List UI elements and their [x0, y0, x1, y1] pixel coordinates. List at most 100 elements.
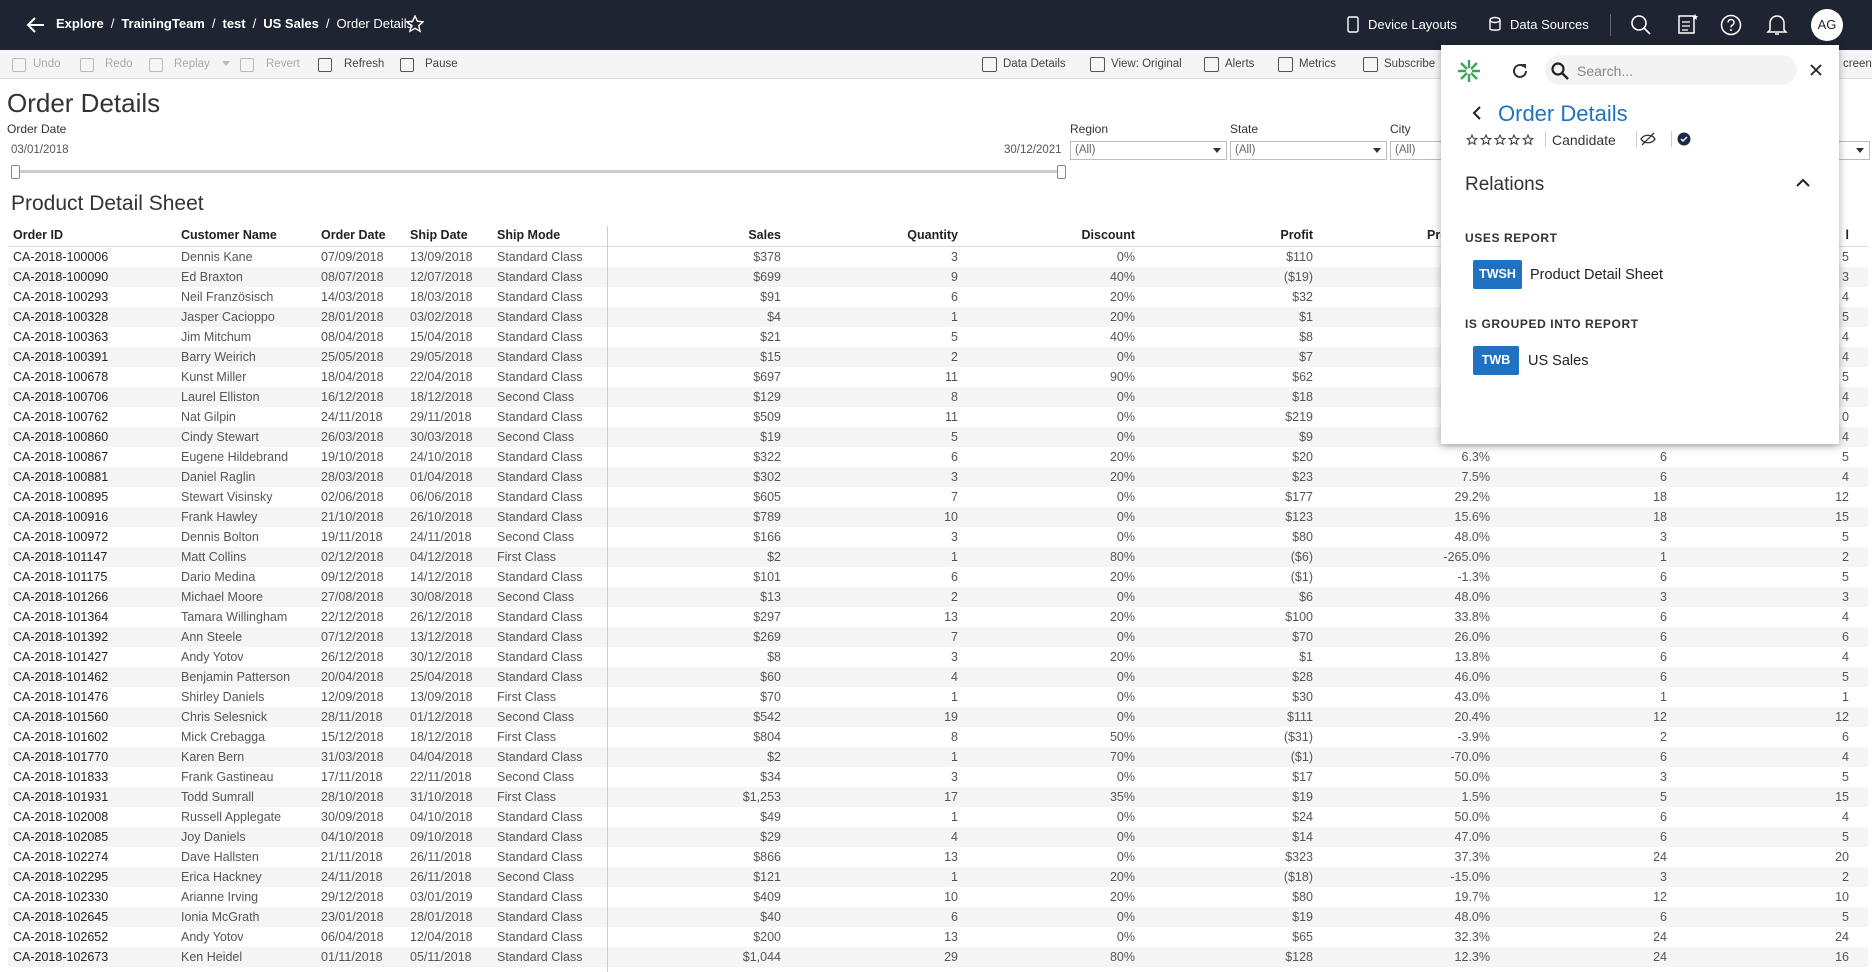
table-cell: 0% [1116, 930, 1135, 944]
table-cell: 3 [951, 250, 958, 264]
table-cell: 35% [1109, 790, 1135, 804]
toolbar-button[interactable]: Metrics [1299, 58, 1337, 70]
rating-stars[interactable] [1466, 134, 1536, 147]
table-cell: CA-2018-100895 [13, 490, 109, 504]
table-cell: 08/07/2018 [321, 270, 384, 284]
table-cell: 18/04/2018 [321, 370, 384, 384]
toolbar-icon[interactable] [1090, 57, 1105, 72]
column-header[interactable]: Quantity [907, 228, 958, 242]
toolbar-button[interactable]: Refresh [344, 58, 385, 70]
back-chevron[interactable] [1471, 105, 1483, 121]
column-header[interactable]: Order Date [321, 228, 386, 242]
table-cell: 7 [951, 630, 958, 644]
toolbar-button[interactable]: Pause [425, 58, 458, 70]
table-cell: 3 [1842, 590, 1849, 604]
slider-handle[interactable] [11, 165, 20, 179]
table-cell: 02/12/2018 [321, 550, 384, 564]
slider-handle[interactable] [1057, 165, 1066, 179]
toolbar-icon[interactable] [240, 58, 254, 72]
table-cell: 6 [1660, 910, 1667, 924]
toolbar-button[interactable]: Replay [174, 58, 210, 70]
table-cell: $302 [753, 470, 781, 484]
column-header[interactable]: l [1845, 228, 1849, 242]
breadcrumb[interactable]: Explore [56, 16, 104, 31]
back-arrow[interactable] [26, 15, 46, 35]
table-cell: 24 [1653, 930, 1667, 944]
data-sources[interactable]: Data Sources [1510, 17, 1589, 32]
table-cell: 21/10/2018 [321, 510, 384, 524]
breadcrumb[interactable]: TrainingTeam [121, 16, 205, 31]
help-icon[interactable] [1720, 14, 1742, 36]
search-icon[interactable] [1630, 14, 1652, 36]
collapse-chevron[interactable] [1796, 178, 1810, 188]
toolbar-button[interactable]: Undo [33, 58, 61, 70]
table-cell: Standard Class [497, 350, 583, 364]
column-header[interactable]: Discount [1081, 228, 1135, 242]
search-box[interactable]: Search... [1545, 55, 1797, 85]
column-header[interactable]: Sales [748, 228, 781, 242]
dropdown[interactable]: (All) [1070, 141, 1227, 160]
table-cell: 6 [1660, 470, 1667, 484]
table-cell: 30/08/2018 [410, 590, 473, 604]
toolbar-icon[interactable] [1363, 57, 1378, 72]
related-item[interactable]: US Sales [1528, 353, 1589, 369]
table-cell: CA-2018-100293 [13, 290, 109, 304]
row-band [8, 307, 1868, 327]
column-header[interactable]: Order ID [13, 228, 64, 242]
favorite-star[interactable] [406, 15, 424, 33]
column-header[interactable]: Profit [1280, 228, 1313, 242]
hidden-icon[interactable] [1640, 132, 1656, 146]
table-cell: Standard Class [497, 570, 583, 584]
caret[interactable] [222, 61, 230, 66]
refresh-icon[interactable] [1511, 62, 1529, 80]
column-header[interactable]: Ship Date [410, 228, 468, 242]
table-cell: $19 [760, 430, 781, 444]
toolbar-button[interactable]: Redo [105, 58, 133, 70]
toolbar-icon[interactable] [982, 57, 997, 72]
column-header[interactable]: Customer Name [181, 228, 277, 242]
table-cell: CA-2018-100916 [13, 510, 109, 524]
table-cell: $62 [1292, 370, 1313, 384]
row-band [8, 827, 1868, 847]
close-icon[interactable] [1809, 63, 1823, 77]
toolbar-icon[interactable] [80, 58, 94, 72]
related-item[interactable]: Product Detail Sheet [1530, 267, 1663, 283]
avatar[interactable]: AG [1811, 9, 1843, 41]
bell-icon[interactable] [1766, 13, 1788, 37]
table-cell: Erica Hackney [181, 870, 262, 884]
toolbar-icon[interactable] [12, 58, 26, 72]
table-cell: Todd Sumrall [181, 790, 254, 804]
breadcrumb-separator: / [110, 16, 115, 31]
dropdown[interactable]: (All) [1230, 141, 1387, 160]
divider [1636, 131, 1637, 147]
table-cell: 20% [1109, 610, 1135, 624]
table-cell: 70% [1109, 750, 1135, 764]
table-cell: 6 [1660, 750, 1667, 764]
toolbar-button[interactable]: creen [1843, 58, 1872, 70]
watchlist-icon[interactable] [1677, 13, 1699, 35]
table-cell: 5 [951, 330, 958, 344]
toolbar-icon[interactable] [1204, 57, 1219, 72]
table-cell: $34 [760, 770, 781, 784]
device-layouts[interactable]: Device Layouts [1368, 17, 1457, 32]
table-cell: 28/01/2018 [410, 910, 473, 924]
column-header[interactable]: Ship Mode [497, 228, 561, 242]
table-cell: $8 [767, 650, 781, 664]
table-cell: $866 [753, 850, 781, 864]
table-cell: Standard Class [497, 670, 583, 684]
toolbar-icon[interactable] [400, 58, 414, 72]
toolbar-icon[interactable] [1278, 57, 1293, 72]
breadcrumb[interactable]: US Sales [263, 16, 319, 31]
toolbar-icon[interactable] [149, 58, 163, 72]
toolbar-button[interactable]: View: Original [1111, 58, 1182, 70]
breadcrumb[interactable]: Order Details [336, 16, 414, 31]
breadcrumb[interactable]: test [222, 16, 246, 31]
table-cell: 20% [1109, 650, 1135, 664]
toolbar-button[interactable]: Alerts [1225, 58, 1255, 70]
toolbar-button[interactable]: Subscribe [1384, 58, 1436, 70]
toolbar-icon[interactable] [318, 58, 332, 72]
table-cell: 31/03/2018 [321, 750, 384, 764]
table-cell: Second Class [497, 710, 575, 724]
toolbar-button[interactable]: Data Details [1003, 58, 1066, 70]
toolbar-button[interactable]: Revert [266, 58, 300, 70]
